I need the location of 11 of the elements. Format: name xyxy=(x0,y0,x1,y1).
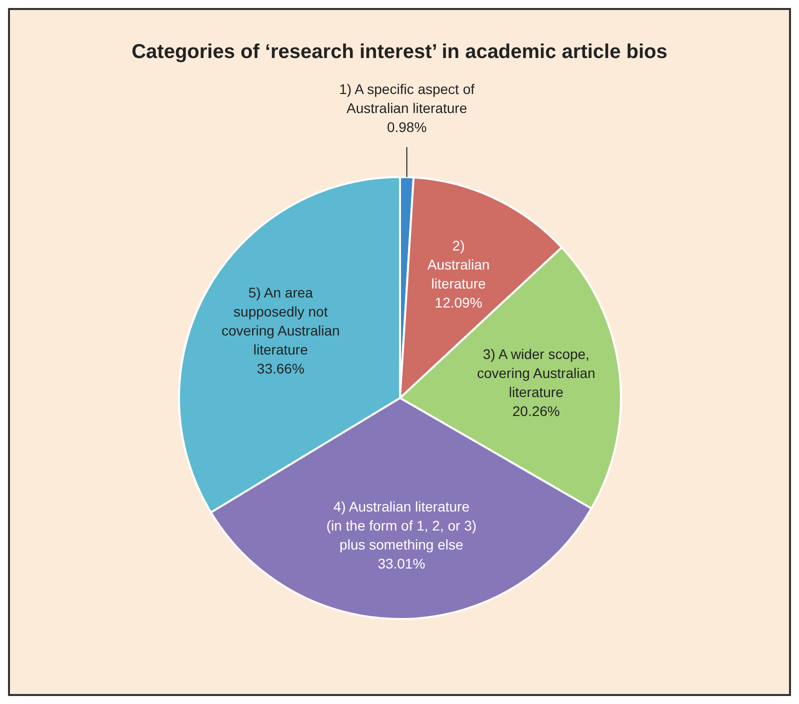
chart-title: Categories of ‘research interest’ in academic article bios xyxy=(132,41,668,63)
slice-label: 1) A specific aspect of Australian literature xyxy=(339,81,475,116)
data-label: 12.09% xyxy=(434,294,482,311)
slice-label: 4) Australian literature (in the form of 1, 2, or 3) plus something else xyxy=(326,498,477,553)
slice-label: 5) An area supposedly not covering Australian literature xyxy=(221,284,340,358)
data-label: 20.26% xyxy=(512,403,560,420)
data-label: 0.98% xyxy=(386,119,427,135)
data-label: 33.66% xyxy=(256,360,304,377)
slice-label: 3) A wider scope, covering Australian literature xyxy=(476,346,596,400)
slice-label: 2) Australian literature xyxy=(427,238,490,292)
data-label: 33.01% xyxy=(378,556,426,572)
